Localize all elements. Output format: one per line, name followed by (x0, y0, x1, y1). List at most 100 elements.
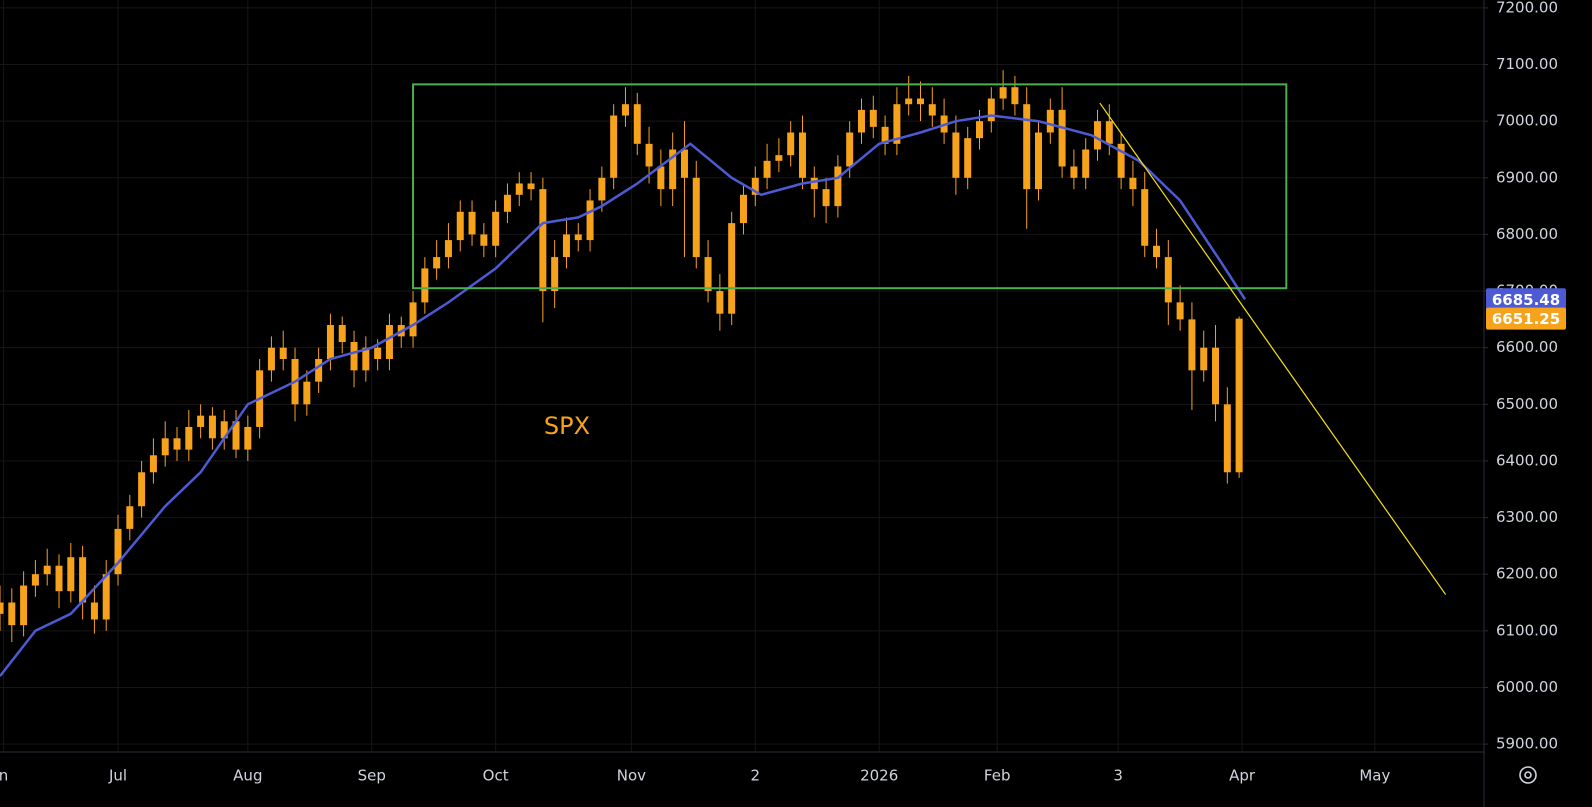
candle-body (468, 211, 476, 235)
candle-body (1094, 121, 1102, 150)
candle-body (374, 347, 382, 360)
candle-body (751, 177, 759, 195)
x-tick-label: 3 (1113, 767, 1123, 785)
candle-body (621, 104, 629, 116)
candle-body (1011, 87, 1019, 105)
candle-body (1082, 149, 1090, 178)
moving-average (0, 114, 1247, 677)
candle-body (90, 602, 98, 620)
candle-body (964, 138, 972, 178)
candle-body (1105, 121, 1113, 144)
candle-body (1023, 104, 1031, 190)
candle-body (834, 166, 842, 207)
x-tick-label: n (0, 767, 8, 785)
candle-body (114, 528, 122, 575)
candle-body (716, 291, 724, 314)
last-price-label-bg (1486, 307, 1566, 330)
candle-body (279, 347, 287, 360)
candle-body (185, 426, 193, 450)
candle-body (787, 132, 795, 156)
candle-body (610, 115, 618, 178)
candle-body (857, 109, 865, 133)
candle-body (1035, 132, 1043, 190)
candle-body (775, 155, 783, 161)
y-tick-label: 7000.00 (1496, 112, 1558, 130)
candle-body (480, 234, 488, 246)
y-tick-label: 7100.00 (1496, 55, 1558, 73)
candle-body (539, 189, 547, 292)
candle-body (999, 87, 1007, 99)
candle-body (503, 194, 511, 212)
candle-body (515, 183, 523, 195)
candle-body (421, 268, 429, 303)
candle-body (822, 189, 830, 207)
settings-icon-center[interactable] (1524, 771, 1532, 779)
y-tick-label: 6400.00 (1496, 451, 1558, 469)
y-tick-label: 6100.00 (1496, 621, 1558, 639)
candle-body (1117, 143, 1125, 178)
candle-body (197, 415, 205, 427)
last-price-label: 6651.25 (1492, 310, 1560, 328)
candle-body (1070, 166, 1078, 178)
candle-body (881, 126, 889, 144)
candle-body (315, 359, 323, 382)
y-tick-label: 6200.00 (1496, 565, 1558, 583)
x-tick-label: Sep (358, 767, 386, 785)
settings-button[interactable] (1519, 766, 1537, 784)
x-tick-label: Jul (108, 767, 127, 785)
candle-body (1153, 245, 1161, 258)
y-tick-label: 6500.00 (1496, 395, 1558, 413)
settings-icon[interactable] (1519, 766, 1537, 784)
candle-body (43, 565, 51, 575)
candle-body (126, 506, 134, 529)
candle-body (303, 381, 311, 405)
candle-body (444, 240, 452, 258)
candle-body (409, 302, 417, 337)
candle-body (138, 472, 146, 507)
candle-body (562, 234, 570, 258)
x-tick-label: Nov (617, 767, 646, 785)
ma-price-label-bg (1486, 288, 1566, 311)
candle-body (680, 149, 688, 178)
candle-body (739, 194, 747, 224)
candle-body (433, 257, 441, 269)
candle-body (338, 325, 346, 343)
candle-body (987, 98, 995, 122)
candle-body (208, 415, 216, 439)
candle-body (1188, 319, 1196, 371)
candle-body (586, 200, 594, 241)
candle-body (916, 98, 924, 105)
symbol-annotation: SPX (544, 412, 590, 440)
candle-body (728, 223, 736, 314)
candle-body (869, 109, 877, 127)
candle-body (456, 211, 464, 241)
candle-body (267, 347, 275, 371)
candle-body (928, 104, 936, 116)
candle-body (362, 347, 370, 371)
candle-body (893, 104, 901, 144)
candle-body (692, 177, 700, 258)
candle-body (149, 455, 157, 473)
candle-body (551, 257, 559, 292)
candle-body (598, 177, 606, 201)
x-tick-label: May (1359, 767, 1390, 785)
x-tick-label: Apr (1229, 767, 1256, 785)
candle-body (1046, 109, 1054, 133)
candle-body (1176, 302, 1184, 320)
y-tick-label: 6600.00 (1496, 338, 1558, 356)
candle-body (31, 574, 39, 586)
candle-body (704, 257, 712, 292)
candle-body (645, 143, 653, 167)
candle-body (492, 211, 500, 246)
candle-body (173, 438, 181, 450)
candle-body (326, 325, 334, 360)
candle-body (350, 342, 358, 371)
y-tick-label: 6800.00 (1496, 225, 1558, 243)
candle-body (798, 132, 806, 178)
candle-body (1200, 347, 1208, 371)
x-tick-label: Aug (233, 767, 262, 785)
candle-body (220, 421, 228, 439)
candle-body (633, 104, 641, 144)
candle-body (1058, 109, 1066, 167)
